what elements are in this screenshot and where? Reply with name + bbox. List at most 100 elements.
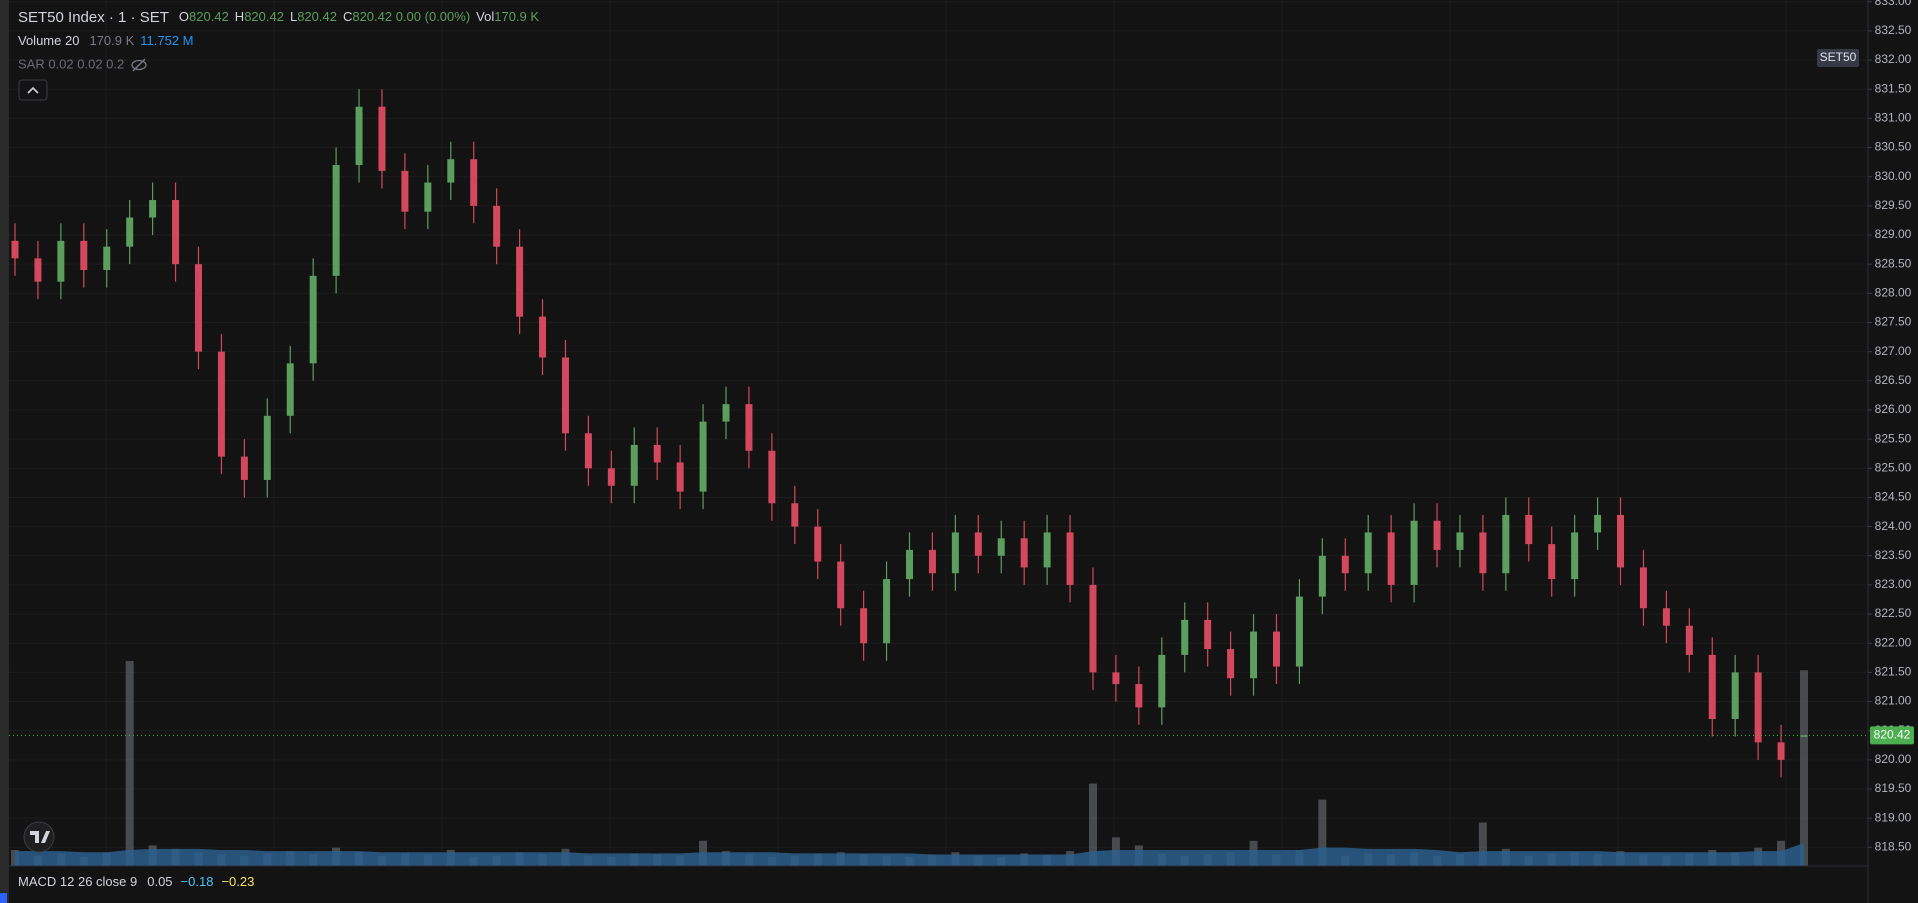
candle-body: [126, 217, 134, 247]
collapse-button[interactable]: [18, 79, 48, 101]
candle-body: [1020, 538, 1028, 568]
vol-value: 170.9 K: [494, 9, 539, 24]
y-tick-label: 819.00: [1875, 810, 1912, 824]
y-tick-label: 826.50: [1875, 373, 1912, 387]
candle-body: [1594, 514, 1602, 533]
candle-body: [1250, 631, 1258, 679]
candle-body: [1364, 532, 1372, 574]
candle-body: [1479, 532, 1487, 574]
y-tick-label: 828.00: [1875, 286, 1912, 300]
candle-body: [1571, 532, 1579, 580]
y-tick-label: 822.50: [1875, 606, 1912, 620]
hide-icon[interactable]: [131, 58, 147, 72]
volume-pane: [11, 661, 1808, 866]
macd-label: MACD 12 26 close 9: [18, 874, 137, 889]
h-value: 820.42: [244, 9, 284, 24]
volume-ma-value: 11.752 M: [140, 33, 193, 48]
y-tick-label: 826.00: [1875, 402, 1912, 416]
volume-legend: Volume 20 170.9 K 11.752 M: [18, 33, 194, 48]
candle-body: [11, 240, 19, 259]
candle-body: [1548, 544, 1556, 580]
l-label: L: [290, 9, 297, 24]
y-tick-label: 832.50: [1875, 23, 1912, 37]
y-tick-label: 827.00: [1875, 344, 1912, 358]
y-tick-label: 832.00: [1875, 52, 1912, 66]
y-tick-label: 825.50: [1875, 431, 1912, 445]
candle-body: [172, 200, 180, 265]
candle-body: [1754, 672, 1762, 743]
o-label: O: [179, 9, 189, 24]
signal-value: −0.18: [181, 874, 214, 889]
l-value: 820.42: [297, 9, 337, 24]
candle-body: [951, 532, 959, 574]
volume-bar: [1478, 822, 1487, 866]
candle-body: [1525, 514, 1533, 545]
candle-body: [378, 106, 386, 171]
logo-mark: [30, 831, 50, 843]
candle-body: [34, 258, 42, 282]
y-tick-label: 824.00: [1875, 519, 1912, 533]
chevron-up: [27, 86, 39, 94]
candle-body: [906, 549, 913, 580]
y-tick-label: 823.00: [1875, 577, 1912, 591]
candle-body: [722, 404, 730, 422]
candle-body: [745, 404, 753, 451]
c-value: 820.42 0.00 (0.00%): [352, 9, 470, 24]
candle-body: [149, 200, 157, 218]
y-tick-label: 819.50: [1875, 781, 1912, 795]
candle-body: [103, 246, 111, 271]
candle-body: [355, 106, 363, 166]
candle-body: [263, 415, 271, 480]
candle-body: [1043, 532, 1051, 568]
candle-body: [332, 165, 340, 276]
histogram-value: −0.23: [221, 874, 254, 889]
symbol-badge-bg: [1817, 49, 1859, 67]
candle-body: [561, 357, 569, 434]
candle-body: [928, 549, 936, 574]
candle-body: [1318, 555, 1326, 597]
candle-body: [1181, 619, 1189, 655]
candle-body: [80, 240, 88, 271]
candle-body: [1341, 555, 1349, 574]
candle-body: [1685, 625, 1693, 655]
last-price-badge: [1870, 726, 1914, 745]
legend-line: SET50 Index · 1 · SET O820.42 H820.42 L820.…: [18, 9, 539, 26]
candle-body: [883, 579, 891, 644]
candle-body: [194, 264, 202, 352]
candle-body: [1135, 684, 1143, 708]
h-label: H: [235, 9, 244, 24]
candle-body: [516, 246, 524, 317]
y-tick-label: 822.00: [1875, 635, 1912, 649]
price-axis: 818.50819.00819.50820.00820.50821.00821.…: [1868, 0, 1914, 854]
logo[interactable]: [23, 821, 55, 853]
y-tick-label: 831.00: [1875, 111, 1912, 125]
candle-body: [493, 205, 501, 247]
grid: [9, 0, 1868, 866]
candle-body: [240, 456, 248, 480]
candle-body: [1639, 567, 1647, 609]
candle-body: [539, 316, 547, 358]
y-tick-label: 829.00: [1875, 227, 1912, 241]
candle-body: [57, 240, 65, 282]
candle-body: [1204, 619, 1212, 650]
macd-value: 0.05: [147, 874, 172, 889]
candle-body: [584, 433, 592, 469]
symbol-badge: SET50: [1820, 50, 1857, 64]
macd-legend: MACD 12 26 close 9 0.05 −0.18 −0.23: [18, 874, 254, 889]
y-tick-label: 824.50: [1875, 490, 1912, 504]
candle-body: [607, 468, 615, 486]
candle-body: [1112, 672, 1120, 685]
eye-shape: [131, 59, 147, 71]
candle-body: [791, 503, 799, 527]
candle-body: [1158, 654, 1166, 708]
candle-body: [974, 532, 982, 556]
candle-body: [1227, 649, 1235, 679]
candle-body: [217, 351, 225, 457]
candle-body: [1066, 532, 1074, 585]
y-tick-label: 821.00: [1875, 694, 1912, 708]
volume-bar: [1088, 783, 1097, 866]
candle-body: [1708, 654, 1716, 720]
candle-body: [470, 159, 478, 206]
candle-body: [653, 444, 661, 463]
y-tick-label: 829.50: [1875, 198, 1912, 212]
